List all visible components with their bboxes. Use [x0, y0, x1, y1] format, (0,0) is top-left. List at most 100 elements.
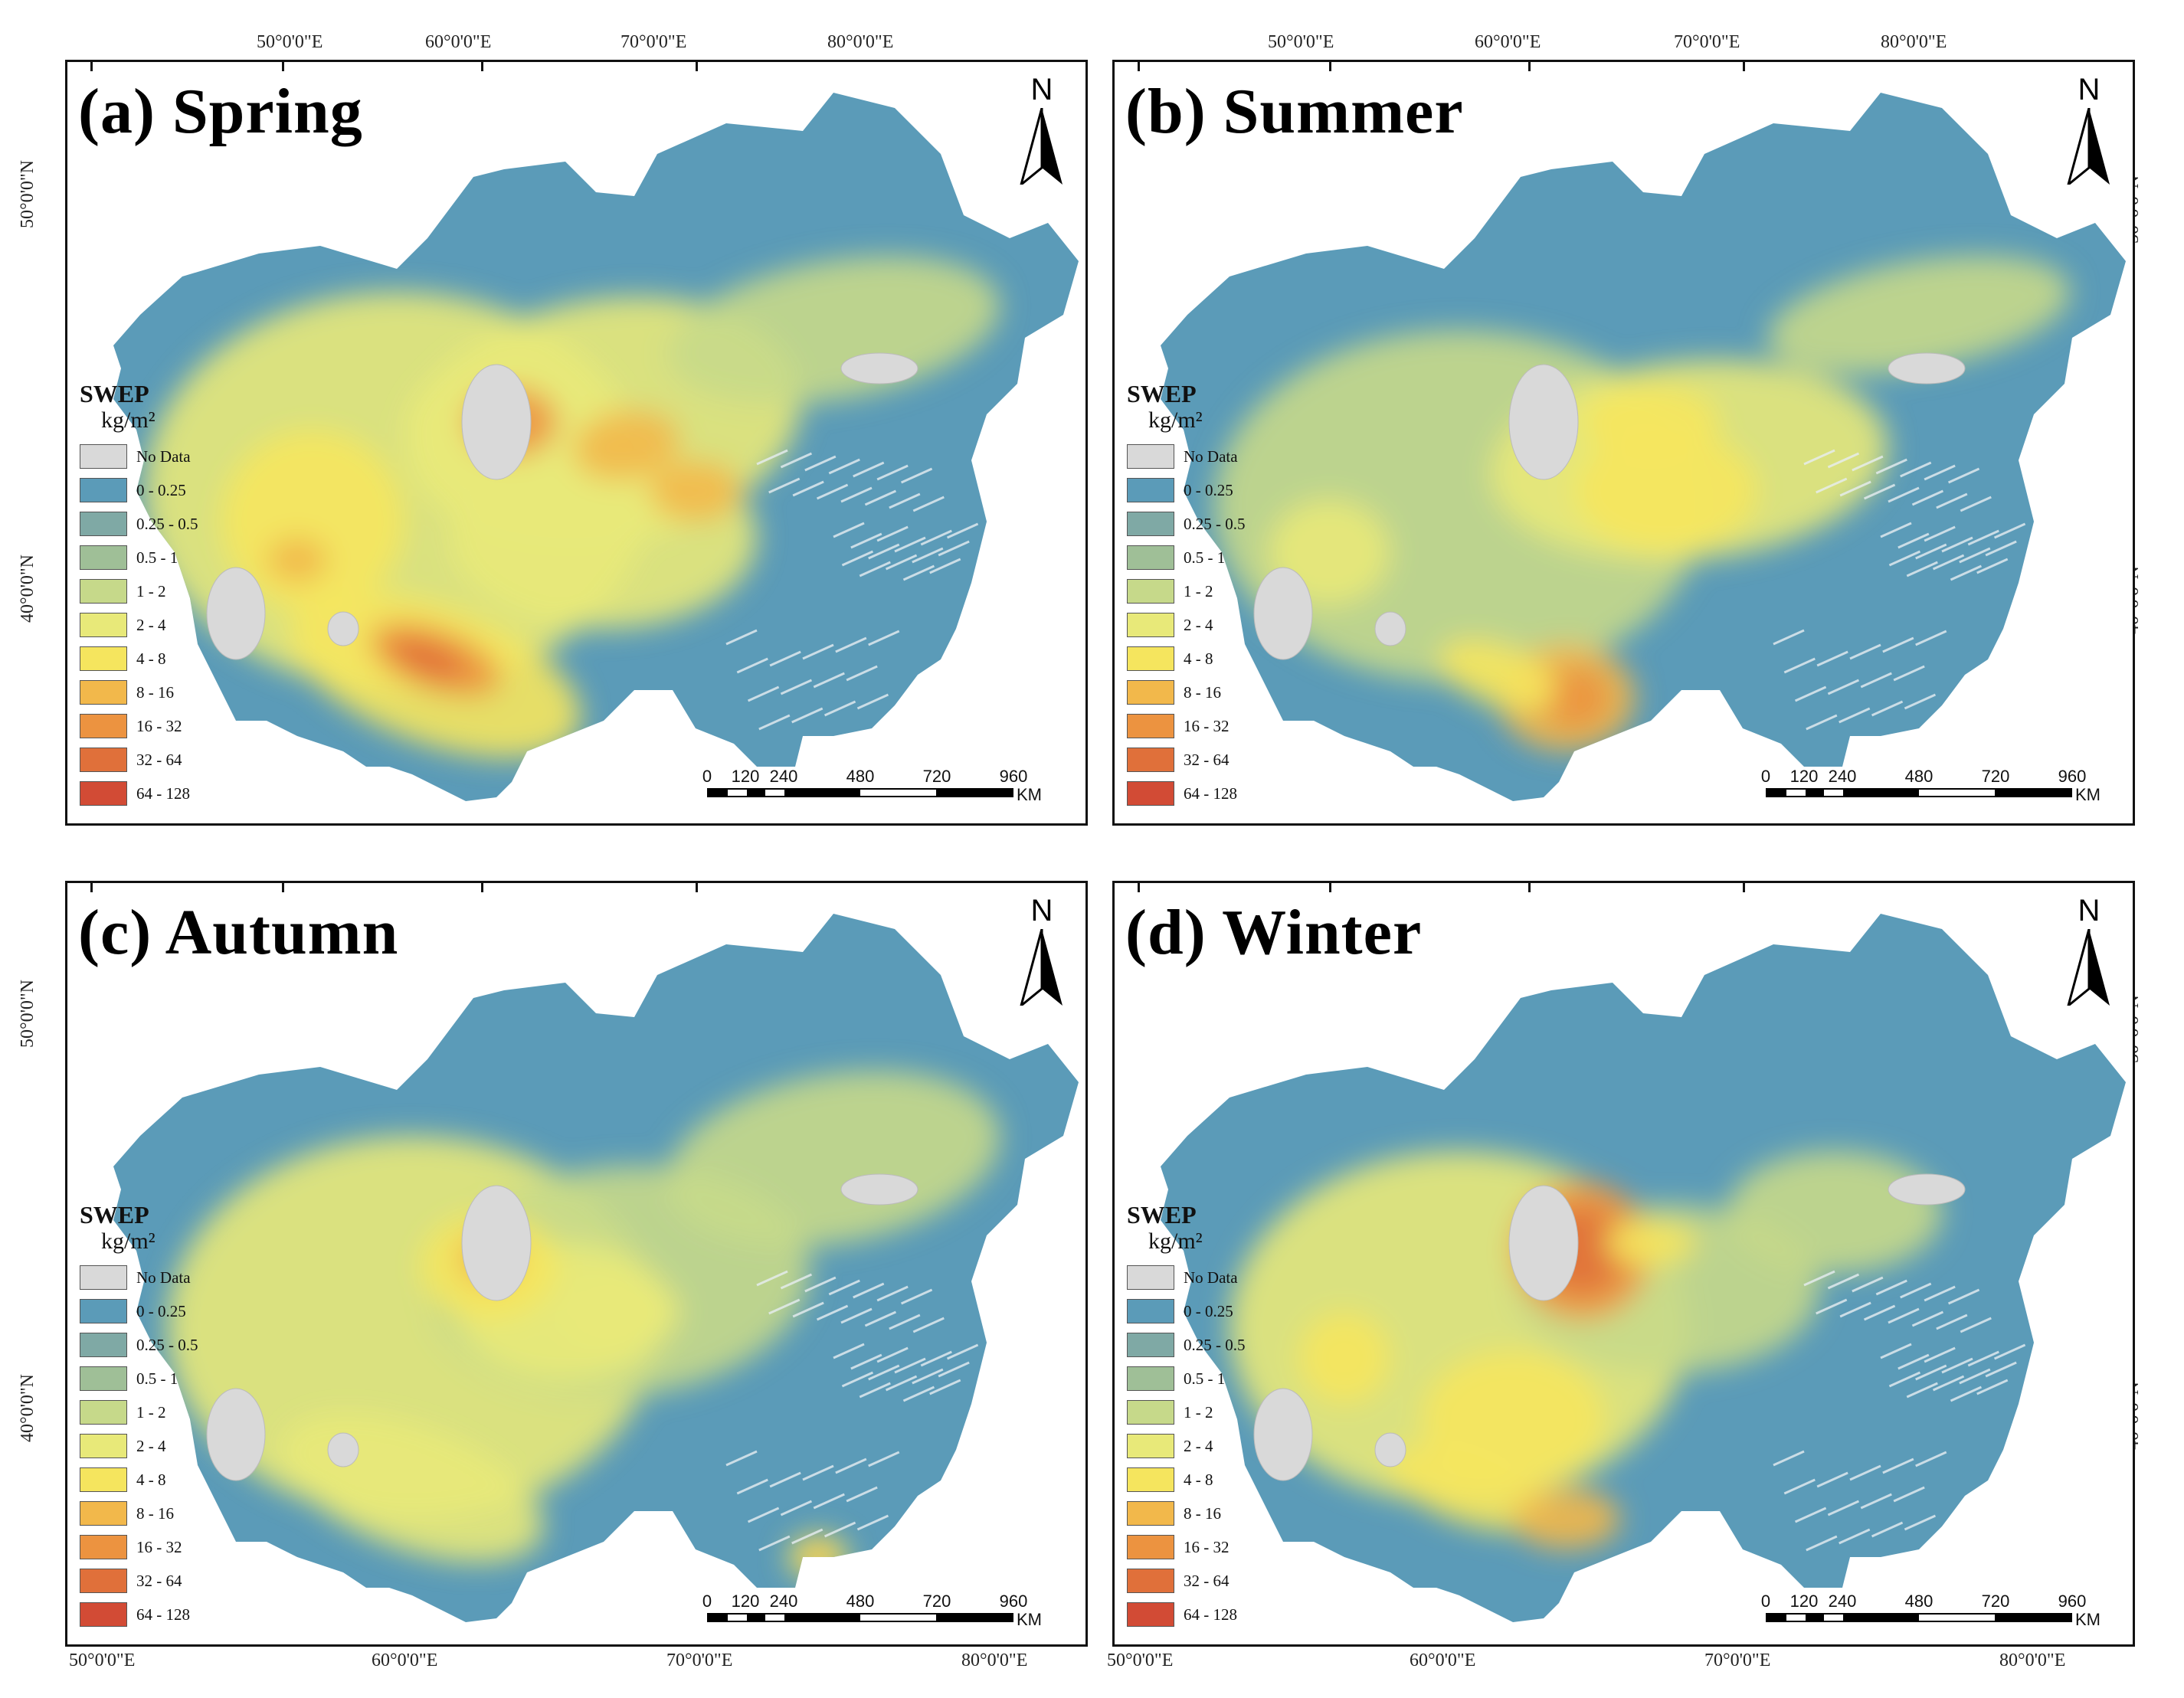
lon-label-60e-top-b: 60°0'0"E [1475, 32, 1541, 52]
legend-swatch [1127, 579, 1174, 604]
legend-item: 4 - 8 [1127, 642, 1246, 676]
lon-label-70e-top-a: 70°0'0"E [620, 32, 687, 52]
legend-item: 1 - 2 [80, 574, 198, 608]
mountain-texture [813, 1493, 845, 1510]
scale-tick-label: 240 [1828, 767, 1857, 786]
swep-zone [221, 430, 404, 613]
scale-tick-label: 960 [2058, 1592, 2087, 1611]
legend-swatch [80, 444, 127, 469]
legend-label: 2 - 4 [1184, 1436, 1213, 1455]
mountain-texture [833, 522, 865, 538]
mountain-texture [868, 1364, 900, 1381]
legend-swatch [1127, 613, 1174, 637]
graticule-tick [1528, 883, 1531, 892]
scale-tick-label: 240 [1828, 1592, 1857, 1611]
legend-swatch [80, 1602, 127, 1627]
mountain-texture [792, 480, 824, 497]
scale-segment [1824, 790, 1843, 796]
swep-map [113, 93, 1079, 801]
map-panel-spring: (a) Spring N SWEP kg/m² No Data 0 - 0.25 0.25… [65, 60, 1088, 826]
graticule-tick [1528, 62, 1531, 71]
legend-swatch [80, 646, 127, 671]
scale-tick-label: 960 [999, 1592, 1028, 1611]
lat-label-50n-left-a: 50°0'0"N [18, 159, 38, 229]
scale-unit: KM [1017, 1610, 1042, 1629]
mountain-texture [1839, 707, 1871, 724]
mountain-texture [758, 1535, 791, 1552]
swep-zone [391, 639, 464, 680]
mountain-texture [1783, 1478, 1816, 1495]
mountain-texture [1816, 1298, 1848, 1315]
mountain-texture [840, 1307, 873, 1324]
legend-swatch [1127, 1400, 1174, 1425]
legend-title: SWEP [1127, 380, 1197, 407]
legend-item: 16 - 32 [1127, 1530, 1246, 1564]
legend-item: 0.25 - 0.5 [1127, 507, 1246, 541]
legend-item: 0.5 - 1 [1127, 541, 1246, 574]
legend-item: No Data [80, 440, 198, 473]
no-data-lake [1508, 1185, 1579, 1301]
no-data-lake [840, 1173, 918, 1206]
legend-item: 0 - 0.25 [80, 473, 198, 507]
mountain-texture [1888, 1371, 1921, 1388]
scale-tick-label: 0 [702, 767, 712, 786]
north-arrow: N [1015, 73, 1069, 188]
no-data-lake [206, 567, 266, 660]
mountain-texture [1932, 554, 1965, 571]
mountain-texture [1888, 486, 1920, 503]
legend-swatch [1127, 1467, 1174, 1492]
mountain-texture [1915, 543, 1947, 560]
legend-swatch [1127, 1265, 1174, 1290]
mountain-texture [1906, 561, 1938, 577]
no-data-lake [1374, 611, 1406, 646]
legend-item: 8 - 16 [1127, 1497, 1246, 1530]
graticule-tick [90, 883, 93, 892]
mountain-texture [1985, 1361, 2017, 1378]
mountain-texture [768, 477, 801, 494]
scale-segment [1824, 1615, 1843, 1621]
scale-segment [1805, 790, 1825, 796]
legend-swatch [80, 545, 127, 570]
legend-swatch [1127, 781, 1174, 806]
legend-item: 32 - 64 [80, 743, 198, 777]
swep-zone [1513, 1488, 1620, 1549]
legend-item: No Data [80, 1261, 198, 1294]
no-data-lake [1253, 1388, 1313, 1481]
mountain-texture [1915, 630, 1947, 646]
legend-label: 8 - 16 [136, 1503, 174, 1523]
scale-segment [727, 790, 747, 796]
mountain-texture [747, 1507, 780, 1523]
mountain-texture [833, 1343, 865, 1359]
mountain-texture [1860, 1493, 1892, 1510]
mountain-texture [929, 558, 961, 574]
mountain-texture [920, 1350, 952, 1367]
mountain-texture [1924, 1285, 1956, 1302]
mountain-texture [856, 693, 889, 710]
mountain-texture [780, 452, 813, 469]
mountain-texture [780, 679, 813, 695]
legend-item: 2 - 4 [1127, 1429, 1246, 1463]
legend-item: 1 - 2 [1127, 574, 1246, 608]
mountain-texture [1888, 550, 1921, 567]
mountain-texture [938, 540, 970, 557]
legend-item: 2 - 4 [80, 1429, 198, 1463]
mountain-texture [1871, 1521, 1904, 1538]
legend-swatch [1127, 1299, 1174, 1323]
scale-segment [936, 790, 1012, 796]
legend-item: 0.5 - 1 [80, 1362, 198, 1395]
mountain-texture [876, 525, 909, 542]
mountain-texture [1827, 452, 1860, 469]
legend-swatch [1127, 646, 1174, 671]
mountain-texture [876, 1285, 909, 1302]
legend-item: 2 - 4 [80, 608, 198, 642]
scale-segment [1767, 1615, 1786, 1621]
legend-swatch [80, 478, 127, 502]
mountain-texture [758, 714, 791, 731]
mountain-texture [1959, 547, 1991, 564]
swep-zone [1298, 1312, 1390, 1404]
mountain-texture [1849, 643, 1881, 660]
mountain-texture [885, 554, 918, 571]
graticule-tick [696, 62, 698, 71]
legend-label: 64 - 128 [136, 784, 190, 803]
scale-segment [709, 1615, 728, 1621]
